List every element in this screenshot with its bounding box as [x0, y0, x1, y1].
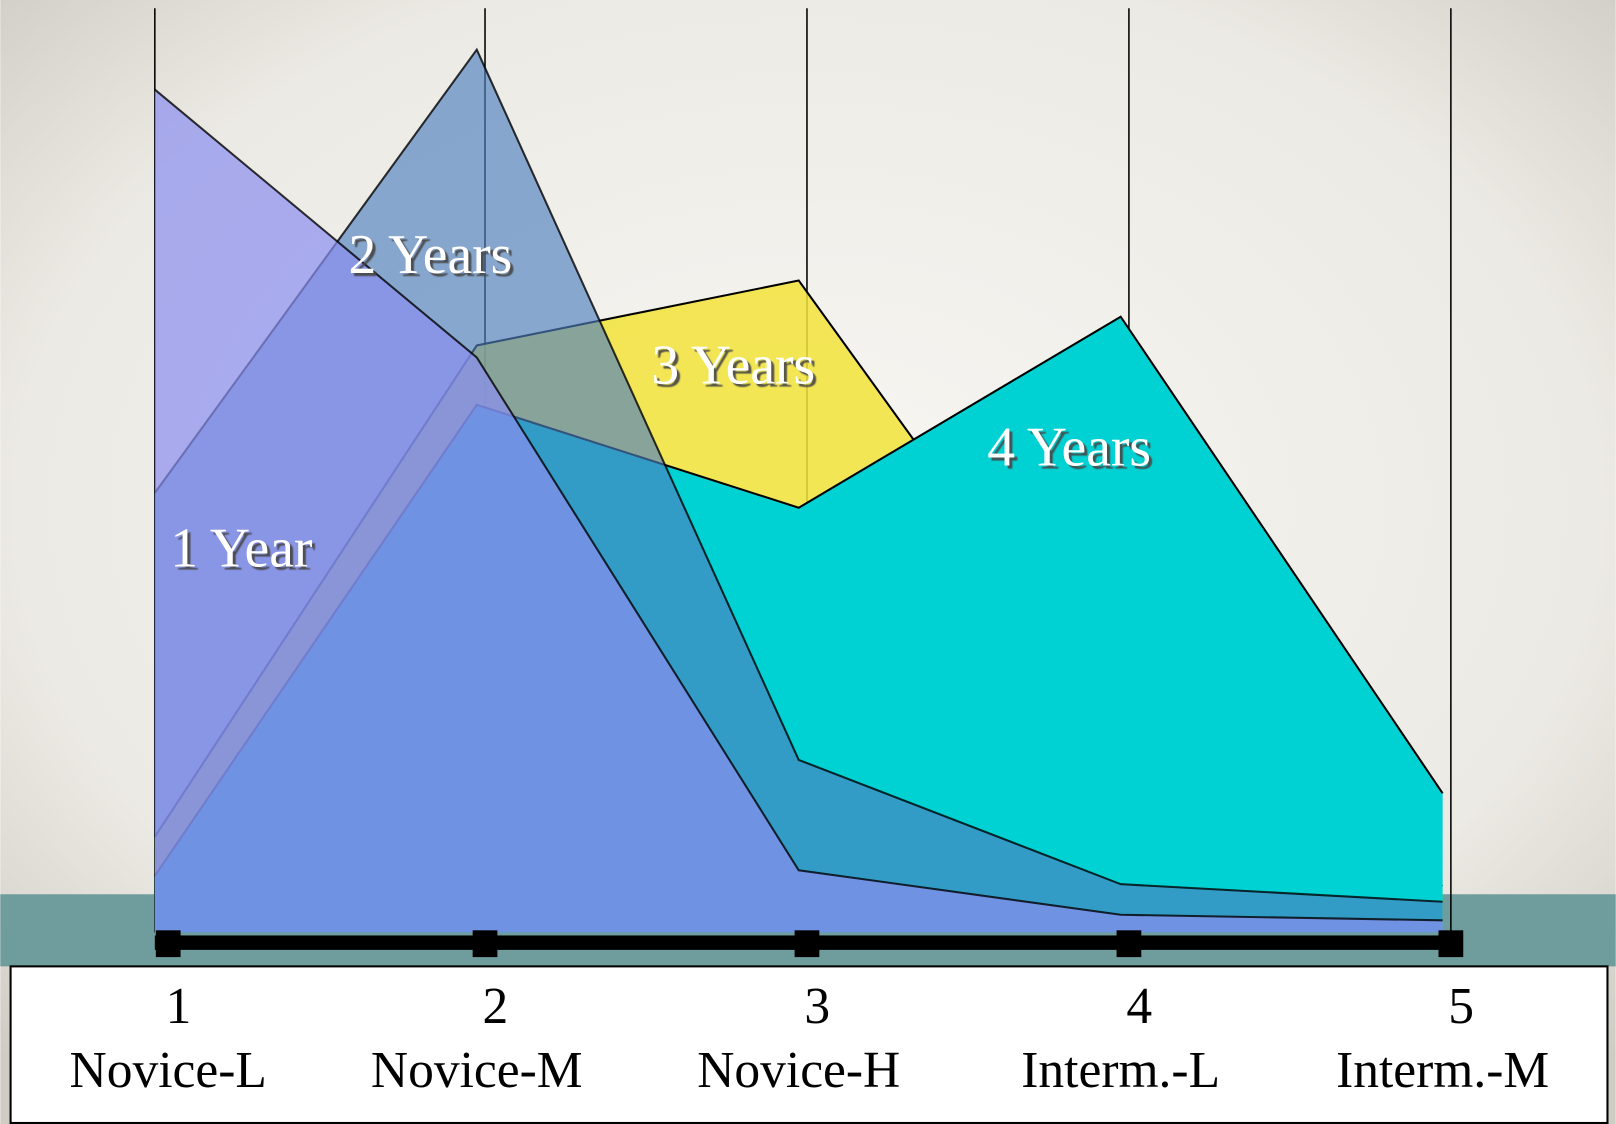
category-labels: 1 Novice-L 2 Novice-M 3 Novice-H 4 Interm.-L 5 In… [70, 978, 1550, 1099]
area-line [153, 47, 1443, 903]
area-line [154, 88, 1443, 922]
tick-mark [155, 930, 181, 958]
series-label: 4 Years [987, 417, 1151, 479]
x-tick-sublabel: Novice-H [697, 1042, 900, 1099]
series-label: 1 Year [170, 518, 313, 580]
x-tick-sublabel: Novice-L [70, 1042, 267, 1099]
series-label: 2 Years [349, 224, 513, 286]
x-tick-label: 1 [166, 978, 192, 1035]
x-tick-sublabel: Interm.-L [1021, 1042, 1220, 1099]
x-tick-label: 2 [482, 978, 508, 1035]
area [154, 89, 1443, 933]
x-tick-label: 5 [1448, 978, 1474, 1035]
tick-mark [472, 930, 498, 958]
tick-mark [1116, 930, 1142, 958]
x-tick-label: 3 [804, 978, 830, 1035]
x-tick-sublabel: Novice-M [371, 1042, 583, 1099]
plot-area: 1 Year 2 Years 3 Years 4 Years [153, 8, 1464, 958]
x-tick-label: 4 [1126, 978, 1152, 1035]
label-box [9, 965, 1609, 1124]
tick-mark [1438, 930, 1464, 958]
series-label: 3 Years [651, 334, 815, 396]
tick-mark [794, 930, 820, 958]
x-tick-sublabel: Interm.-M [1336, 1042, 1549, 1099]
